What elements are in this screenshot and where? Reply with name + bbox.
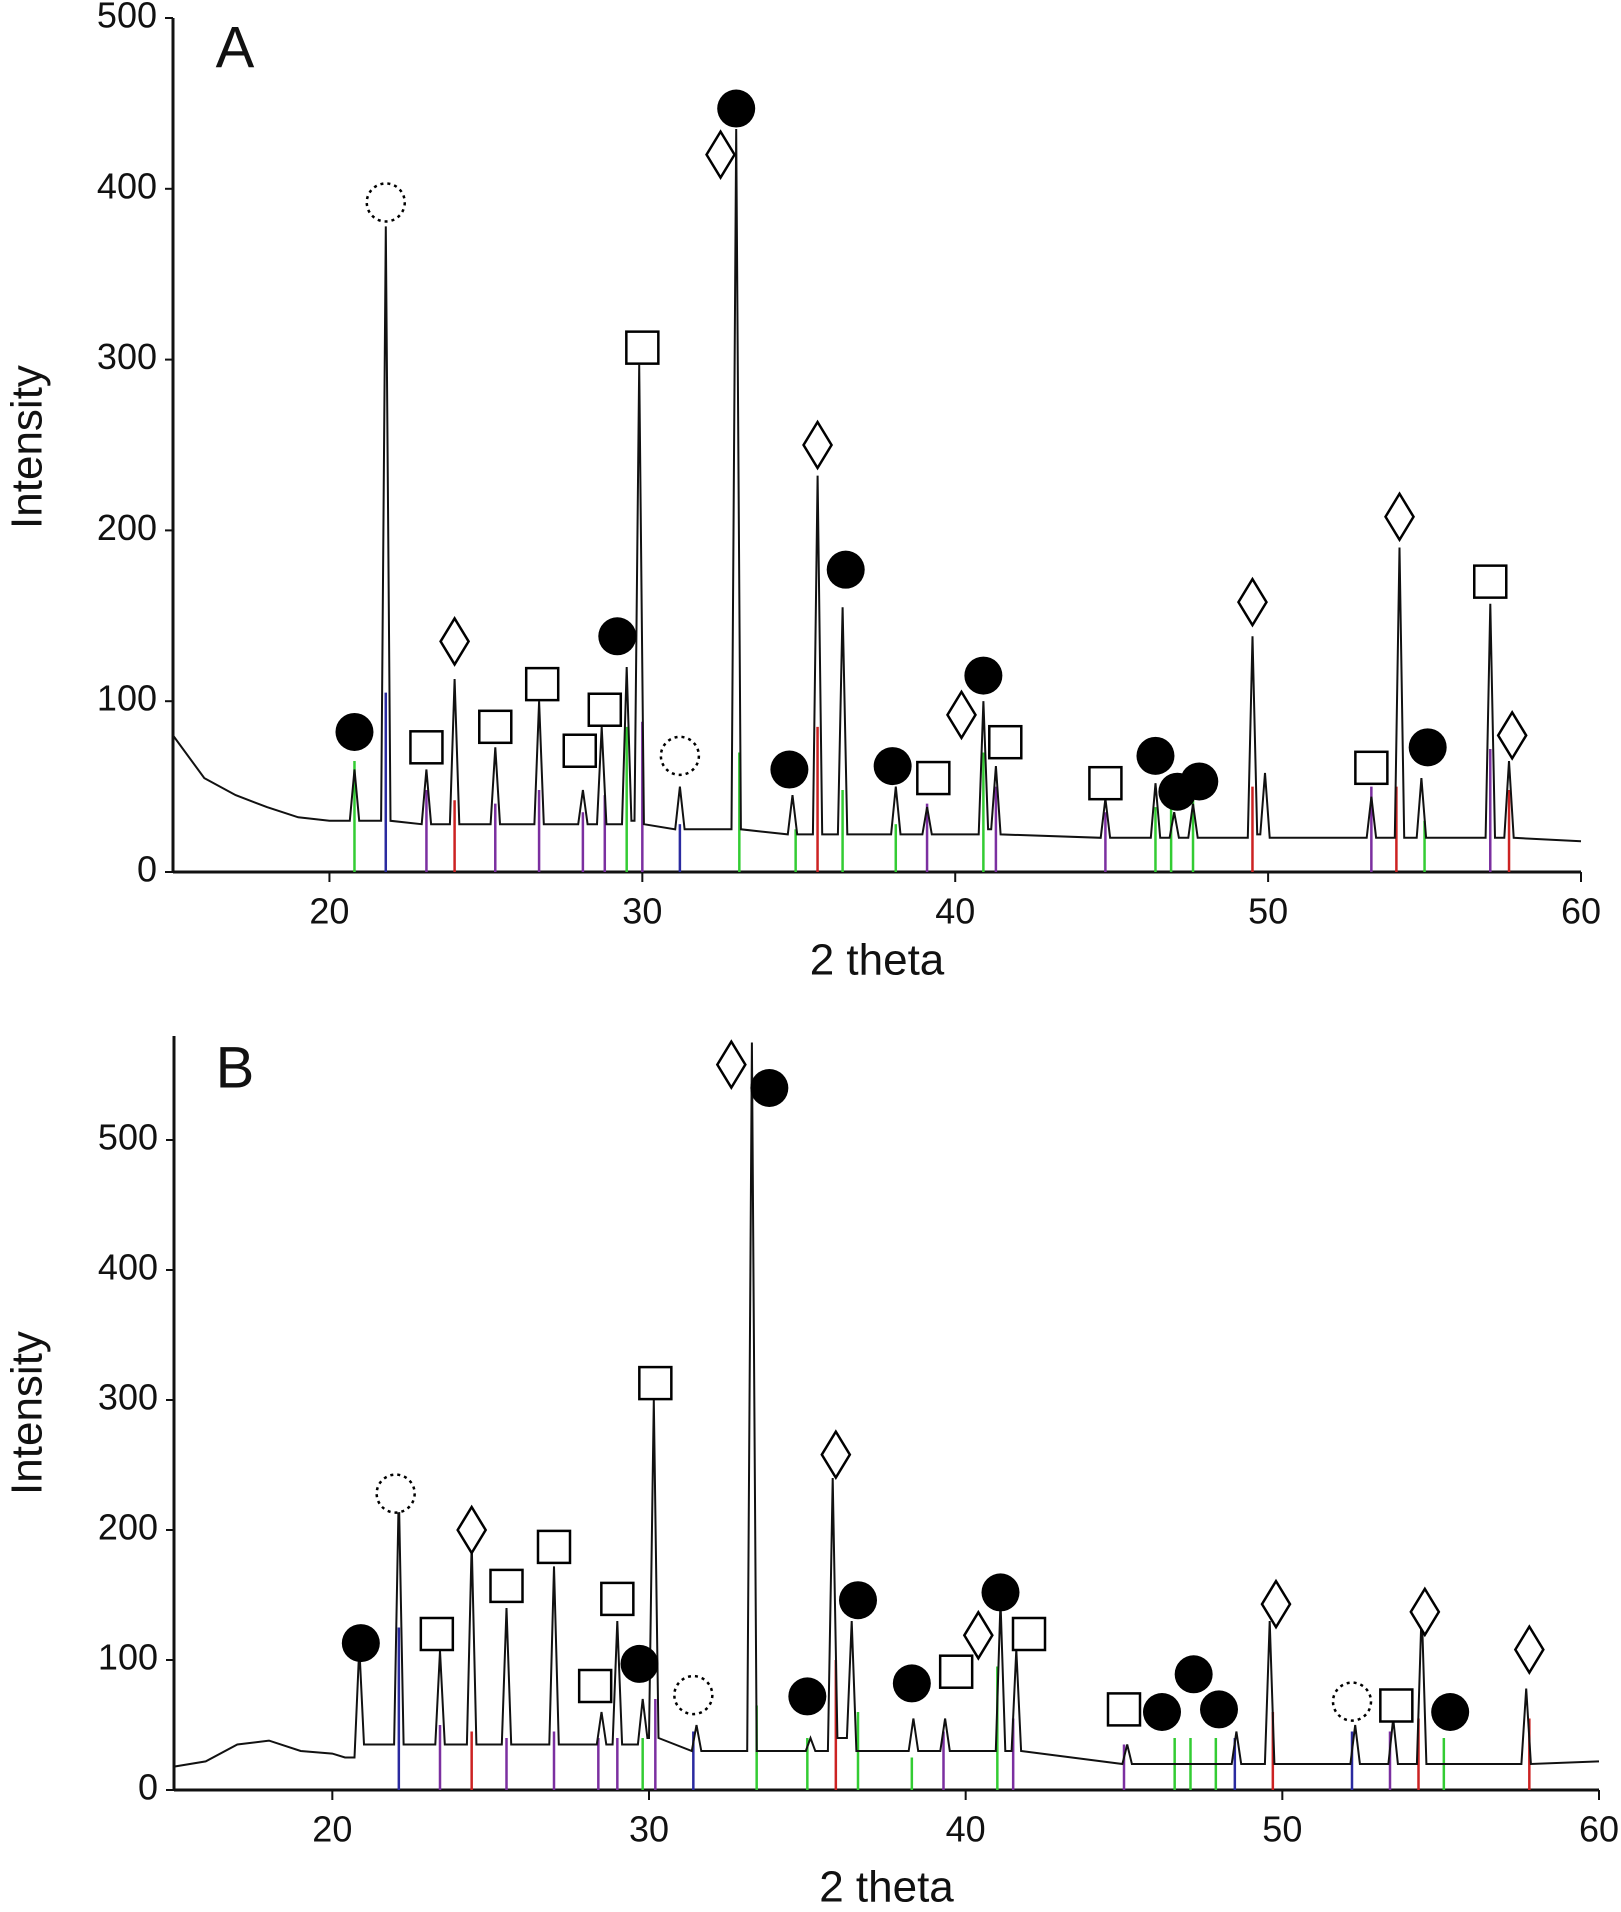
phase-marker-square <box>587 692 623 727</box>
x-tick-label: 20 <box>312 1809 352 1850</box>
phase-marker-dotted-circle <box>1331 1681 1373 1722</box>
phase-marker-diamond <box>962 1609 994 1661</box>
phase-marker-circle <box>1180 762 1219 801</box>
y-tick-label: 100 <box>98 1637 158 1678</box>
phase-marker-square <box>638 1365 673 1401</box>
phase-marker-dotted-circle <box>673 1674 714 1716</box>
x-tick-label: 60 <box>1579 1809 1619 1850</box>
x-axis-label: 2 theta <box>819 1863 954 1912</box>
phase-marker-square <box>577 1668 613 1704</box>
phase-marker-square <box>600 1581 635 1617</box>
phase-marker-circle <box>1136 736 1175 775</box>
phase-marker-diamond <box>1496 709 1528 761</box>
phase-marker-diamond <box>1384 491 1415 543</box>
y-tick-label: 300 <box>98 1377 158 1418</box>
phase-marker-circle <box>341 1624 380 1663</box>
x-tick-label: 40 <box>946 1809 986 1850</box>
phase-marker-circle <box>839 1581 877 1620</box>
y-tick-label: 400 <box>97 165 157 206</box>
phase-marker-square <box>1379 1688 1414 1723</box>
xrd-trace <box>173 1042 1600 1768</box>
y-tick-label: 200 <box>98 1507 158 1548</box>
phase-marker-square <box>916 760 951 796</box>
phase-marker-diamond <box>820 1429 852 1481</box>
phase-marker-square <box>1106 1692 1142 1727</box>
y-tick-label: 0 <box>138 1767 158 1808</box>
phase-marker-circle <box>717 89 756 128</box>
phase-marker-square <box>1473 564 1508 599</box>
phase-marker-diamond <box>1260 1578 1292 1630</box>
phase-marker-diamond <box>802 419 834 471</box>
x-tick-label: 50 <box>1248 891 1288 932</box>
y-tick-label: 300 <box>97 336 157 377</box>
x-tick-label: 20 <box>309 891 349 932</box>
phase-marker-square <box>524 666 560 702</box>
phase-marker-dotted-circle <box>659 735 701 777</box>
phase-marker-circle <box>1200 1690 1238 1729</box>
phase-marker-diamond <box>1513 1624 1545 1676</box>
phase-marker-diamond <box>705 129 737 181</box>
y-tick-label: 500 <box>98 1117 158 1158</box>
phase-marker-circle <box>335 712 374 751</box>
phase-marker-circle <box>1408 728 1447 767</box>
y-axis-label: Intensity <box>3 365 52 529</box>
x-tick-label: 50 <box>1262 1809 1302 1850</box>
phase-marker-circle <box>620 1644 659 1683</box>
y-axis-label: Intensity <box>3 1331 52 1495</box>
phase-marker-circle <box>964 656 1003 695</box>
phase-marker-circle <box>981 1573 1020 1612</box>
phase-marker-dotted-circle <box>365 182 407 223</box>
x-tick-label: 60 <box>1561 891 1601 932</box>
phase-marker-square <box>489 1568 524 1604</box>
panel-label: A <box>216 15 255 80</box>
phase-marker-circle <box>1174 1655 1213 1694</box>
y-tick-label: 400 <box>98 1247 158 1288</box>
x-tick-label: 30 <box>629 1809 669 1850</box>
phase-marker-circle <box>826 550 865 589</box>
phase-marker-dotted-circle <box>375 1473 416 1514</box>
x-tick-label: 30 <box>622 891 662 932</box>
phase-marker-square <box>419 1616 455 1652</box>
phase-marker-diamond <box>715 1039 747 1091</box>
phase-marker-diamond <box>946 689 977 741</box>
phase-marker-square <box>1011 1616 1047 1652</box>
phase-marker-square <box>1088 765 1123 801</box>
y-tick-label: 500 <box>97 0 157 36</box>
phase-marker-circle <box>1431 1693 1470 1731</box>
phase-marker-square <box>536 1529 572 1565</box>
phase-marker-circle <box>892 1664 931 1703</box>
phase-marker-diamond <box>1237 576 1268 628</box>
panel-label: B <box>216 1035 255 1100</box>
phase-marker-circle <box>598 617 637 656</box>
y-tick-label: 0 <box>137 849 157 890</box>
phase-marker-diamond <box>1409 1586 1441 1638</box>
phase-marker-square <box>625 330 660 365</box>
phase-marker-circle <box>750 1069 789 1107</box>
phase-marker-circle <box>1143 1693 1181 1731</box>
phase-marker-square <box>478 709 513 745</box>
x-axis-label: 2 theta <box>810 936 945 985</box>
phase-marker-circle <box>873 747 912 786</box>
phase-marker-square <box>409 730 444 765</box>
phase-marker-circle <box>788 1677 827 1716</box>
phase-marker-circle <box>770 750 809 789</box>
phase-marker-square <box>988 724 1023 760</box>
phase-marker-square <box>562 733 598 768</box>
y-tick-label: 100 <box>97 678 157 719</box>
y-tick-label: 200 <box>97 507 157 548</box>
x-tick-label: 40 <box>935 891 975 932</box>
phase-marker-square <box>1354 750 1389 786</box>
phase-marker-square <box>938 1654 974 1689</box>
xrd-trace <box>172 128 1582 843</box>
phase-marker-diamond <box>456 1504 488 1556</box>
phase-marker-diamond <box>439 616 471 667</box>
